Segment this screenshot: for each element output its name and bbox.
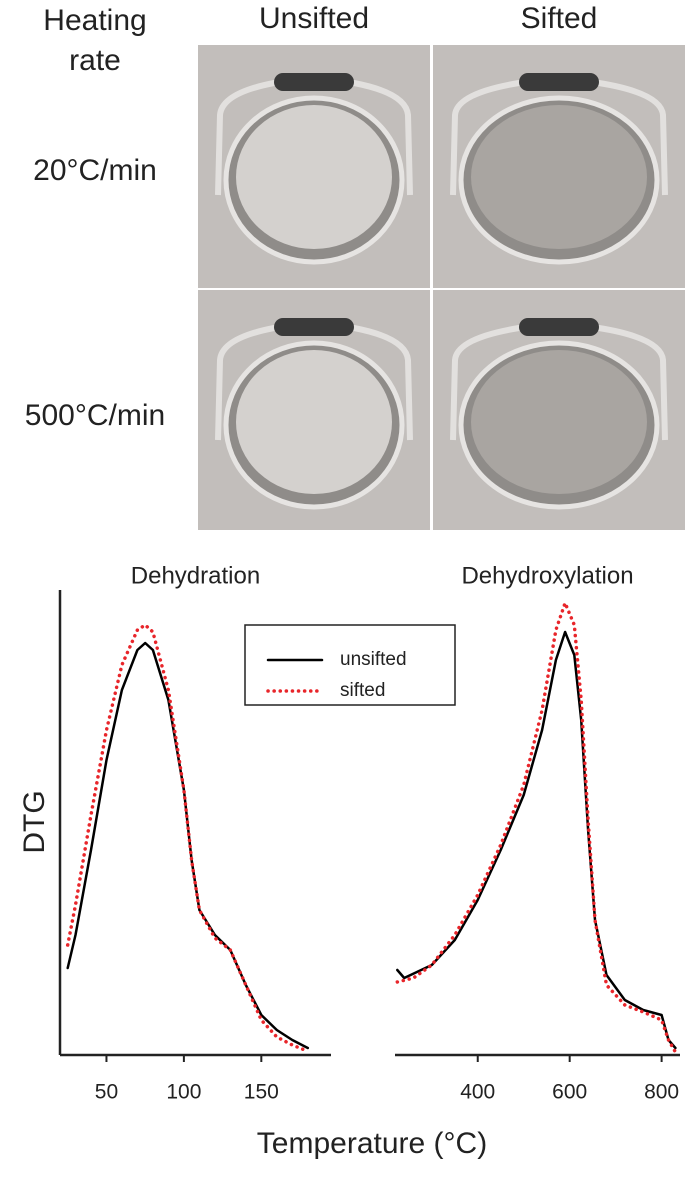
legend-label: unsifted <box>340 649 407 670</box>
crucible-grip <box>274 318 354 336</box>
legend-label: sifted <box>340 680 385 701</box>
column-header: Sifted <box>521 2 598 35</box>
photo-grid: Heating rate Unsifted Sifted 20°C/min 500°C/m… <box>25 2 685 530</box>
x-tick-label: 400 <box>460 1081 495 1104</box>
x-axis-label: Temperature (°C) <box>257 1127 487 1160</box>
crucible-content <box>471 350 647 494</box>
dtg-line <box>66 641 310 1050</box>
dtg-line <box>395 601 678 1054</box>
x-tick-label: 100 <box>166 1081 201 1104</box>
dtg-line <box>65 623 307 1052</box>
column-header: Unsifted <box>259 2 369 35</box>
corner-header: Heating rate <box>43 4 146 77</box>
x-tick-label: 800 <box>644 1081 679 1104</box>
x-tick-label: 150 <box>244 1081 279 1104</box>
row-header: 500°C/min <box>25 399 165 432</box>
crucible-grip <box>519 318 599 336</box>
dtg-line <box>396 630 677 1050</box>
crucible-grip <box>519 73 599 91</box>
crucible-grip <box>274 73 354 91</box>
panel-title: Dehydroxylation <box>461 562 633 589</box>
x-tick-label: 600 <box>552 1081 587 1104</box>
crucible-content <box>236 105 392 249</box>
row-header: 20°C/min <box>33 154 157 187</box>
dtg-plots: DTG Temperature (°C) Dehydration 50 100 150 un… <box>18 562 680 1160</box>
crucible-content <box>236 350 392 494</box>
legend-box <box>244 624 456 706</box>
y-axis-label: DTG <box>18 790 51 853</box>
crucible-content <box>471 105 647 249</box>
x-tick-label: 50 <box>95 1081 118 1104</box>
panel-title: Dehydration <box>131 562 260 589</box>
